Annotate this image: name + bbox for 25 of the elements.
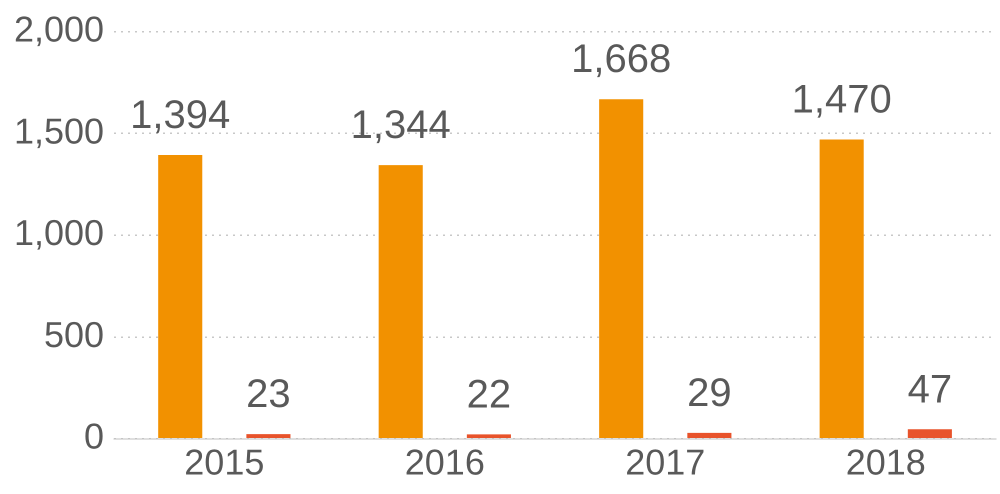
y-tick-label: 1,500 (14, 110, 104, 152)
bar (599, 99, 644, 438)
y-tick-label: 1,000 (14, 212, 104, 254)
bar (158, 154, 202, 438)
data-label: 1,668 (571, 37, 672, 82)
y-tick-label: 500 (44, 314, 104, 355)
data-label: 23 (246, 372, 291, 416)
data-label: 1,470 (792, 78, 892, 122)
x-tick-label: 2016 (404, 441, 485, 482)
data-label: 1,344 (350, 103, 451, 148)
bar (687, 432, 732, 438)
bar (378, 165, 423, 438)
data-label: 1,394 (130, 93, 230, 138)
data-label: 22 (466, 372, 512, 416)
data-label: 47 (908, 367, 952, 412)
x-tick-label: 2015 (184, 441, 264, 482)
x-tick-label: 2018 (846, 441, 926, 482)
data-label: 29 (687, 370, 732, 415)
bar (466, 434, 511, 438)
bar (246, 434, 290, 438)
y-tick-label: 0 (84, 416, 104, 457)
x-tick-label: 2017 (625, 441, 706, 482)
y-tick-label: 2,000 (14, 8, 104, 50)
bar (820, 140, 864, 438)
bar (908, 429, 952, 438)
